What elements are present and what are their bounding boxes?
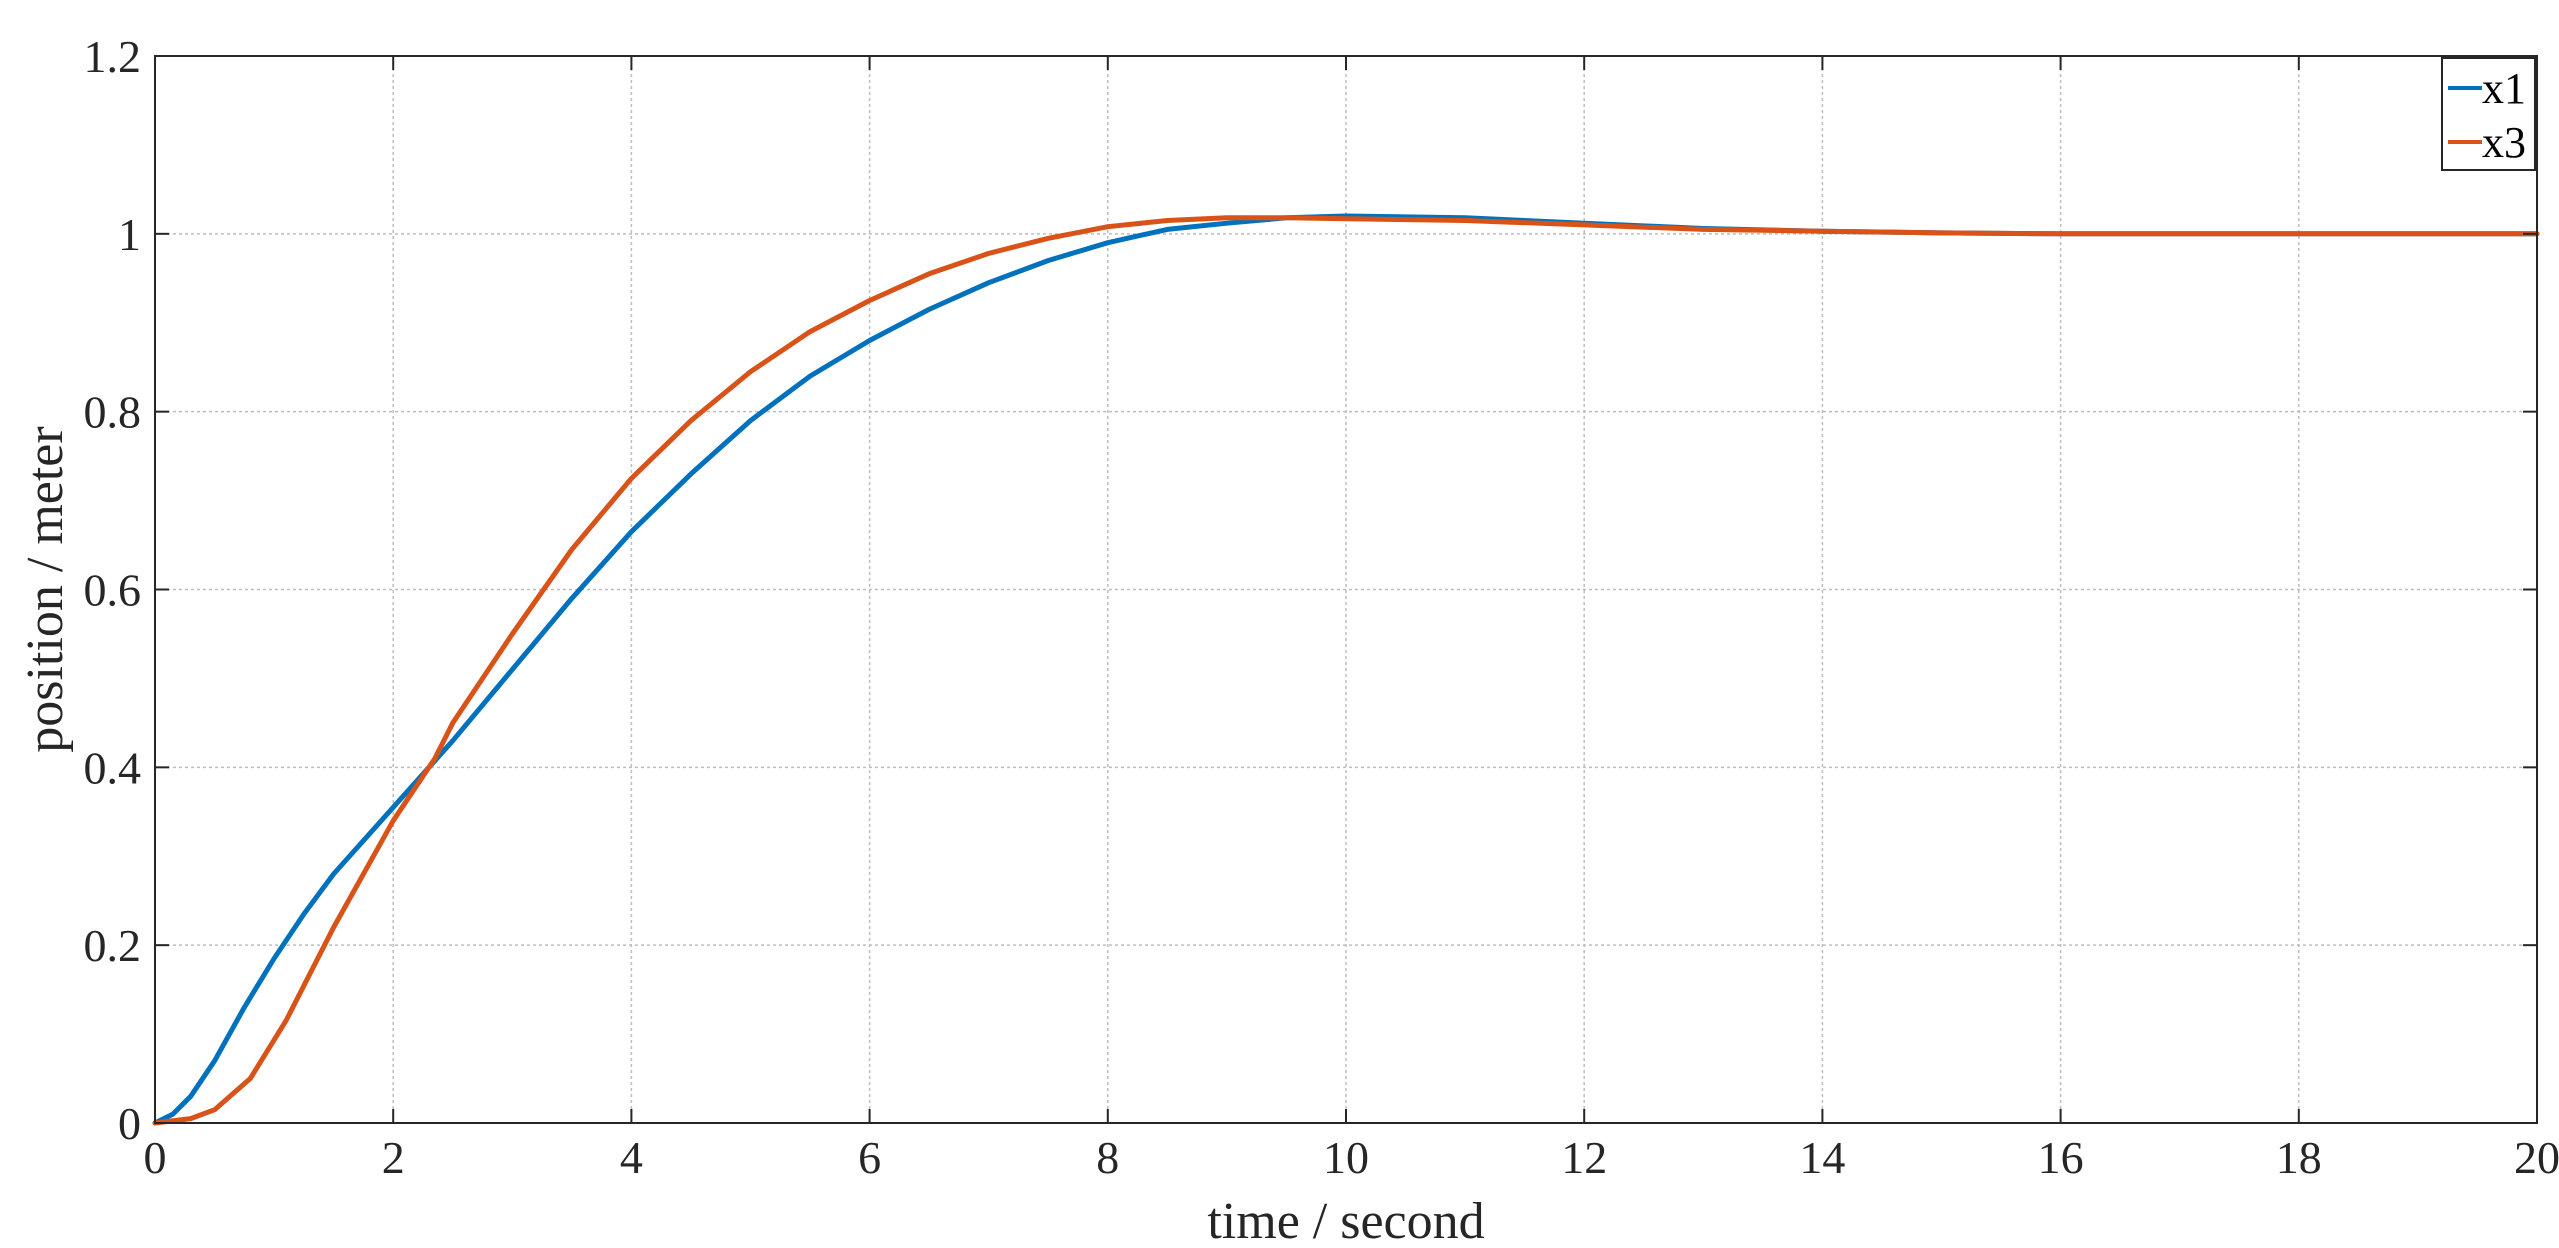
x-tick-label: 2 — [382, 1132, 405, 1183]
y-tick-label: 0 — [118, 1098, 141, 1149]
legend: x1 x3 — [2441, 57, 2536, 171]
series-line-x3 — [152, 215, 2540, 1126]
x-tick-labels: 0 2 4 6 8 10 12 14 16 18 20 — [144, 1132, 2559, 1183]
ticks — [154, 55, 2538, 1124]
series-lines — [152, 213, 2540, 1126]
y-tick-label: 0.6 — [84, 565, 142, 616]
y-tick-label: 0.4 — [84, 742, 142, 793]
x-tick-label: 0 — [144, 1132, 167, 1183]
grid — [155, 56, 2537, 1123]
x-axis-label: time / second — [1207, 1193, 1484, 1248]
y-tick-label: 1 — [118, 209, 141, 260]
x-tick-label: 8 — [1096, 1132, 1119, 1183]
y-tick-labels: 0 0.2 0.4 0.6 0.8 1 1.2 — [84, 31, 142, 1149]
y-axis-label: position / meter — [17, 426, 74, 752]
legend-box — [2441, 57, 2536, 171]
x-tick-label: 12 — [1561, 1132, 1607, 1183]
legend-label-x1: x1 — [2482, 64, 2526, 113]
y-tick-label: 0.2 — [84, 920, 142, 971]
x-tick-label: 16 — [2038, 1132, 2084, 1183]
x-tick-label: 6 — [858, 1132, 881, 1183]
y-tick-label: 0.8 — [84, 387, 142, 438]
y-tick-label: 1.2 — [84, 31, 142, 82]
x-tick-label: 4 — [620, 1132, 643, 1183]
x-tick-label: 18 — [2276, 1132, 2322, 1183]
legend-label-x3: x3 — [2482, 118, 2526, 167]
x-tick-label: 14 — [1799, 1132, 1845, 1183]
x-tick-label: 10 — [1323, 1132, 1369, 1183]
x-tick-label: 20 — [2514, 1132, 2559, 1183]
